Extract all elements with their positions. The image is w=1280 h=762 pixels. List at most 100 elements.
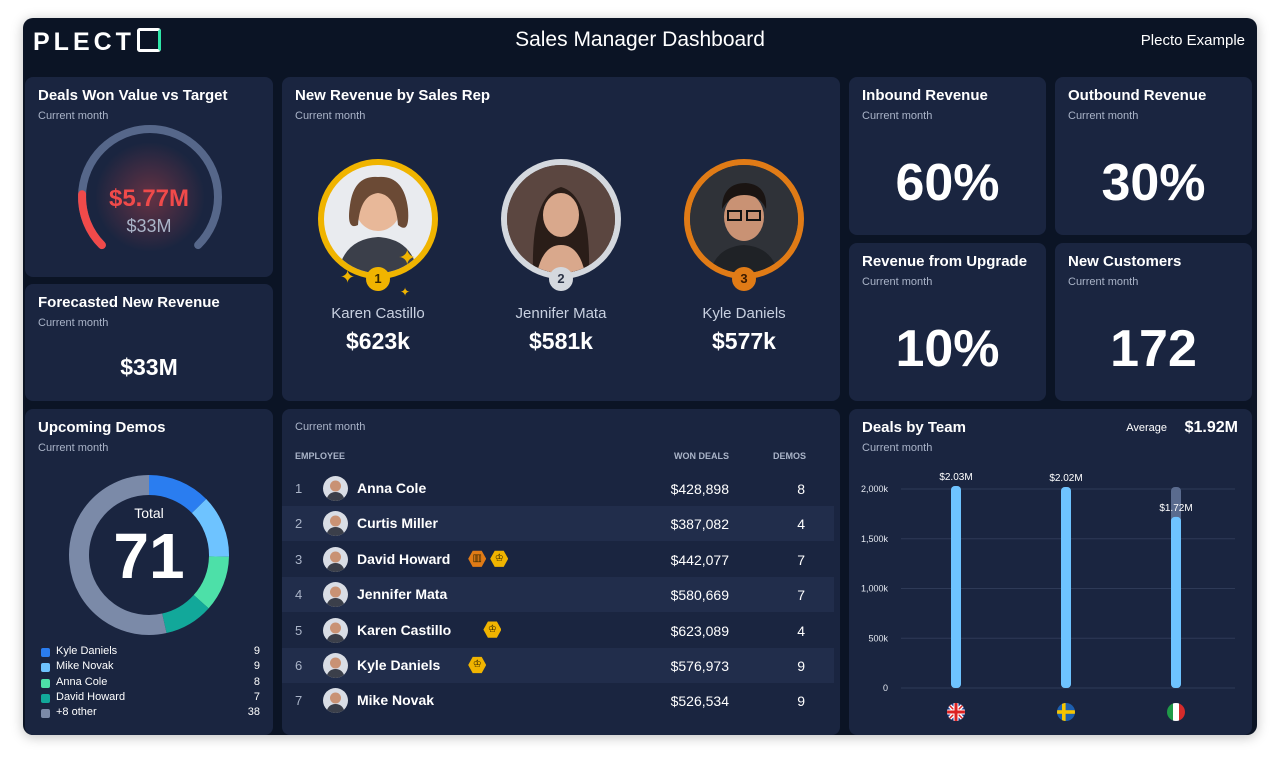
trophy-icon: ♔ [483,621,502,638]
trophy-icon: ♔ [490,550,509,567]
column-header-won-deals[interactable]: WON DEALS [674,451,729,461]
kpi-value: 60% [895,154,1000,212]
demos-value: 7 [797,551,805,568]
new-customers-card[interactable]: New Customers Current month 172 [1055,243,1252,401]
avatar [323,546,348,572]
rep-value: $577k [712,328,776,354]
rep-ring: 2 [501,159,621,291]
table-row[interactable]: 4 Jennifer Mata $580,669 7 [282,577,834,613]
bar-data-label: $2.02M [1049,473,1082,484]
sparkle-icon: ✦ [340,267,356,287]
gauge-chart [78,125,222,252]
top-bar: PLECT Sales Manager Dashboard Plecto Exa… [23,18,1257,66]
donut-slice [69,475,167,635]
card-subtitle: Current month [1068,276,1139,288]
demos-value: 4 [797,622,805,639]
dashboard-frame: PLECT Sales Manager Dashboard Plecto Exa… [23,18,1257,735]
legend-item: Kyle Daniels 9 [41,645,260,660]
avatar [323,511,348,537]
employee-name: Jennifer Mata [357,586,448,603]
won-deals-value: $623,089 [670,622,729,639]
legend-swatch [41,648,50,657]
demos-value: 9 [797,658,805,674]
rep-jennifer-mata[interactable]: 2 Jennifer Mata $581k [481,159,641,355]
won-deals-value: $442,077 [670,551,729,568]
rep-name: Jennifer Mata [515,305,607,322]
demos-value: 4 [797,516,805,533]
legend-item: Anna Cole 8 [41,676,260,691]
legend-value: 7 [253,690,260,703]
employee-table-card[interactable]: Current month EMPLOYEE WON DEALS DEMOS 1… [282,409,840,735]
won-deals-value: $526,534 [670,693,729,710]
employee-name: Mike Novak [357,692,435,709]
bar-data-label: $2.03M [939,472,972,483]
gauge-fill [78,190,106,250]
card-title: Deals Won Value vs Target [38,87,228,104]
avatar [323,476,348,501]
legend-label: David Howard [56,690,126,703]
employee-name: Karen Castillo [357,621,452,638]
legend-swatch [41,693,50,703]
rep-kyle-daniels[interactable]: 3 Kyle Daniels $577k [664,159,824,355]
forecast-card[interactable]: Forecasted New Revenue Current month $33… [25,284,273,401]
card-subtitle: Current month [1068,110,1139,122]
card-subtitle: Current month [862,276,933,288]
outbound-revenue-card[interactable]: Outbound Revenue Current month 30% [1055,77,1252,235]
rank-badge: 3 [732,267,756,291]
table-row[interactable]: 3 David Howard $442,077 7 ▥ ♔ [282,542,834,577]
table-row[interactable]: 1 Anna Cole $428,898 8 [282,471,834,506]
legend-item: Mike Novak 9 [41,660,260,675]
donut-slice [148,475,207,514]
employee-name: David Howard [357,550,451,567]
legend-item: David Howard 7 [41,691,260,706]
donut-slice [193,555,229,609]
avatar [507,165,615,273]
bar[interactable] [1061,487,1071,688]
italy-flag [1167,703,1185,721]
average-label: Average [1126,422,1167,434]
demos-value: 9 [797,693,805,710]
kpi-value: 172 [1110,320,1197,378]
bar[interactable] [951,486,961,688]
rank-badge: 1 [366,267,390,291]
avatar [323,582,348,608]
kpi-value: 30% [1101,154,1206,212]
card-subtitle: Current month [38,442,109,454]
rep-value: $581k [529,328,593,354]
table-row[interactable]: 5 Karen Castillo $623,089 4 ♔ [282,613,834,648]
table-row[interactable]: 6 Kyle Daniels $576,973 9 ♔ [282,648,834,683]
rep-ring: 3 [684,159,804,291]
legend-swatch [41,709,50,719]
sweden-flag [1057,703,1075,721]
donut-total-label: Total [134,505,164,521]
inbound-revenue-card[interactable]: Inbound Revenue Current month 60% [849,77,1046,235]
gauge-target: $33M [126,216,172,236]
new-revenue-card[interactable]: New Revenue by Sales Rep Current month 1… [282,77,840,401]
deals-by-team-card[interactable]: Deals by Team Current month Average $1.9… [849,409,1252,735]
forecast-value: $33M [120,354,178,380]
column-header-demos[interactable]: DEMOS [772,451,806,461]
rep-value: $623k [346,328,410,354]
table-row[interactable]: 2 Curtis Miller $387,082 4 [282,506,834,542]
bar[interactable] [1171,516,1181,688]
card-title: New Customers [1068,253,1182,270]
legend-value: 9 [253,645,260,657]
cake-icon: ▥ [468,550,487,567]
demos-value: 7 [797,587,805,604]
avatar [690,165,798,273]
column-header-employee[interactable]: EMPLOYEE [295,451,346,461]
gauge-value: $5.77M [108,185,190,212]
legend-value: 9 [253,660,260,673]
deals-won-card[interactable]: Deals Won Value vs Target Current month … [25,77,273,277]
avatar [323,688,348,714]
rep-karen-castillo[interactable]: 1 ✦ ✦ ✦ Karen Castillo $623k [298,159,458,355]
upcoming-demos-card[interactable]: Upcoming Demos Current month Total 71 Ky… [25,409,273,735]
employee-name: Kyle Daniels [357,657,441,673]
table-row[interactable]: 7 Mike Novak $526,534 9 [282,683,834,718]
row-index: 1 [295,481,303,496]
upgrade-revenue-card[interactable]: Revenue from Upgrade Current month 10% [849,243,1046,401]
legend-value: 8 [253,675,260,688]
row-index: 4 [295,587,303,603]
sparkle-icon: ✦ [400,285,411,299]
average-value: $1.92M [1184,419,1238,436]
